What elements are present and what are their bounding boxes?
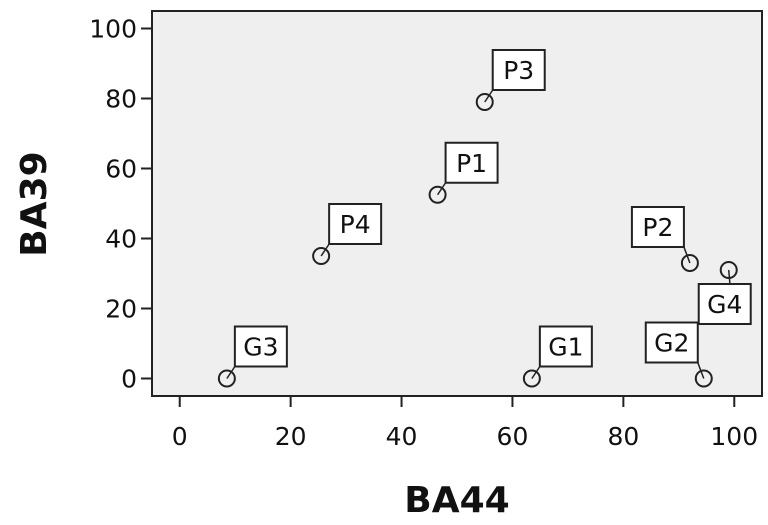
point-label: G4	[707, 290, 742, 319]
point-label: P2	[642, 213, 673, 242]
point-label-box	[233, 325, 288, 368]
point-label-box	[630, 206, 685, 248]
point-label: G3	[243, 333, 278, 362]
y-tick-label: 20	[105, 295, 137, 324]
point-marker	[522, 369, 541, 388]
x-tick-label: 20	[275, 422, 307, 451]
y-tick-label: 100	[89, 15, 137, 44]
point-label-box	[538, 325, 593, 368]
point-p1: P1	[428, 141, 499, 204]
point-marker	[719, 261, 738, 279]
y-axis: 0 20 40 60 80 100	[89, 15, 152, 394]
x-tick-label: 100	[710, 422, 758, 451]
point-g2: G2	[644, 321, 713, 388]
point-p4: P4	[312, 203, 383, 265]
point-marker	[312, 247, 331, 265]
point-marker	[428, 185, 447, 204]
x-tick-label: 60	[497, 422, 529, 451]
point-marker	[217, 369, 236, 388]
x-axis-title: BA44	[404, 480, 509, 521]
point-label-box	[697, 283, 752, 325]
point-marker	[475, 93, 494, 111]
point-g3: G3	[217, 325, 288, 388]
point-label: G1	[548, 333, 583, 362]
point-p3: P3	[475, 49, 546, 111]
point-label: G2	[654, 329, 689, 358]
y-tick-label: 60	[105, 155, 137, 184]
point-g4: G4	[697, 261, 752, 325]
point-g1: G1	[522, 325, 593, 388]
point-label-box	[444, 141, 499, 184]
point-p2: P2	[630, 206, 699, 272]
data-points: P3 P1 P4 P2 G4 G3 G1 G2	[217, 49, 752, 388]
point-label-box	[491, 49, 546, 91]
x-tick-label: 80	[607, 422, 639, 451]
x-tick-label: 40	[386, 422, 418, 451]
point-marker	[680, 254, 699, 272]
x-axis: 0 20 40 60 80 100	[172, 396, 758, 451]
y-axis-title: BA39	[14, 151, 55, 256]
y-tick-label: 80	[105, 85, 137, 114]
point-label-box	[644, 321, 699, 364]
point-label: P1	[456, 149, 487, 178]
point-label: P3	[503, 56, 534, 85]
y-tick-label: 40	[105, 225, 137, 254]
point-marker	[694, 369, 713, 388]
point-label: P4	[340, 210, 371, 239]
y-tick-label: 0	[121, 365, 137, 394]
x-tick-label: 0	[172, 422, 188, 451]
point-label-box	[328, 203, 383, 245]
